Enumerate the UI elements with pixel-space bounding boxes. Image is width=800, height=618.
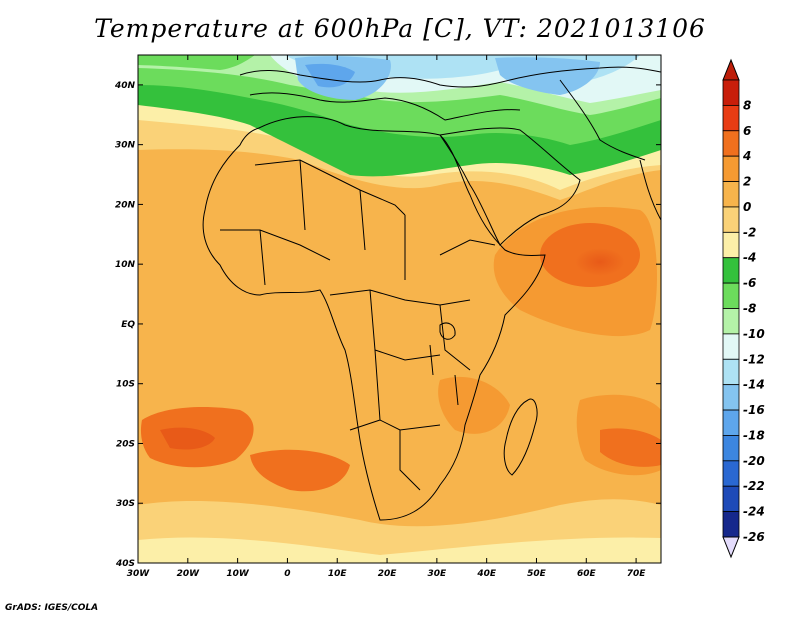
colorbar-label: -18 bbox=[743, 428, 765, 442]
colorbar-segment bbox=[722, 435, 740, 462]
colorbar-segment bbox=[722, 155, 740, 182]
lake-victoria bbox=[439, 322, 456, 340]
lake-malawi bbox=[454, 374, 459, 406]
colorbar-label: -8 bbox=[743, 302, 756, 316]
lat-tick-label: EQ bbox=[121, 320, 135, 330]
lon-tick-label: 0 bbox=[284, 569, 290, 579]
coastlines bbox=[202, 66, 661, 521]
lat-tick-label: 30N bbox=[115, 141, 136, 151]
colorbar-label: -16 bbox=[743, 403, 765, 417]
colorbar-label: -20 bbox=[743, 454, 765, 468]
africa-coastline bbox=[202, 116, 546, 521]
colorbar-segment bbox=[722, 257, 740, 284]
colorbar-label: -24 bbox=[743, 505, 765, 519]
colorbar-label: 4 bbox=[742, 149, 751, 163]
temperature-region-2-southeastafrica bbox=[438, 376, 510, 434]
colorbar-label: -2 bbox=[743, 225, 756, 239]
temperature-region-6-southatlantic bbox=[160, 427, 215, 450]
border-sahara-west bbox=[254, 159, 406, 216]
temperature-region-minus4-south bbox=[138, 537, 661, 563]
lon-tick-label: 40E bbox=[476, 569, 497, 579]
colorbar-segment bbox=[722, 181, 740, 208]
colorbar-label: -4 bbox=[743, 251, 756, 265]
colorbar-label: 0 bbox=[743, 200, 751, 214]
lon-tick-label: 60E bbox=[577, 569, 597, 579]
lon-tick-label: 20E bbox=[378, 569, 398, 579]
lat-tick-label: 10S bbox=[116, 380, 135, 390]
temperature-region-4-southindian bbox=[600, 428, 661, 467]
colorbar-segment bbox=[722, 130, 740, 157]
border-west-africa bbox=[220, 229, 331, 286]
colorbar-segment bbox=[722, 104, 740, 132]
lon-tick-label: 10W bbox=[226, 569, 250, 579]
axis-ticks bbox=[137, 55, 661, 564]
lon-tick-label: 70E bbox=[627, 569, 647, 579]
colorbar-segment bbox=[722, 231, 740, 259]
temperature-region-4-southeast-atlantic bbox=[250, 449, 350, 492]
lon-tick-label: 30W bbox=[127, 569, 151, 579]
lake-tanganyika bbox=[429, 344, 434, 376]
mediterranean-north-coast bbox=[249, 92, 521, 121]
lat-tick-label: 20N bbox=[115, 200, 136, 210]
colorbar-label: 6 bbox=[743, 124, 751, 138]
europe-coastline bbox=[239, 66, 661, 88]
temperature-region-minus8-atlantic bbox=[138, 55, 255, 70]
arabia-coastline bbox=[439, 127, 581, 246]
colorbar-label: 8 bbox=[743, 98, 751, 112]
colorbar-segment bbox=[722, 282, 740, 309]
colorbar-label: -14 bbox=[743, 378, 765, 392]
colorbar-segment bbox=[722, 409, 740, 436]
colorbar-label: -22 bbox=[743, 479, 765, 493]
colorbar-label: -12 bbox=[743, 352, 765, 366]
grads-credit: GrADS: IGES/COLA bbox=[5, 603, 99, 613]
colorbar-segment bbox=[722, 485, 740, 513]
lat-tick-label: 30S bbox=[116, 499, 135, 509]
central-asia-border bbox=[559, 79, 646, 161]
colorbar-segment bbox=[722, 333, 740, 360]
border-east-africa bbox=[439, 239, 496, 371]
colorbar-label: -26 bbox=[743, 530, 765, 544]
colorbar-segment bbox=[722, 384, 740, 411]
colorbar-top-arrow bbox=[722, 58, 740, 81]
india-coastline bbox=[639, 159, 661, 221]
colorbar-segment bbox=[722, 511, 740, 538]
colorbar: 8 6 4 2 0 -2 -4 -6 -8 -10 -12 -14 -16 -18 -20 -22 -24 -26 bbox=[722, 58, 765, 559]
colorbar-label: -10 bbox=[743, 327, 765, 341]
colorbar-bottom-arrow bbox=[722, 536, 740, 559]
temperature-region-minus16-caspian bbox=[495, 57, 600, 95]
map-title: Temperature at 600hPa [C], VT: 202101310… bbox=[94, 14, 706, 43]
colorbar-segment bbox=[722, 358, 740, 386]
lon-tick-label: 20W bbox=[177, 569, 201, 579]
colorbar-segment bbox=[722, 308, 740, 335]
map-frame bbox=[137, 54, 662, 564]
lat-tick-label: 40N bbox=[114, 81, 136, 91]
border-sahara-mid bbox=[299, 159, 406, 280]
colorbar-label: -6 bbox=[743, 276, 756, 290]
colorbar-segment bbox=[722, 460, 740, 487]
axis-labels: 30W 20W 10W 0 10E 20E 30E 40E 50E 60E 70E 40N 30N 20N… bbox=[114, 81, 646, 579]
temperature-field bbox=[138, 55, 661, 563]
colorbar-segment bbox=[722, 79, 740, 106]
lon-tick-label: 30E bbox=[428, 569, 448, 579]
border-central-africa bbox=[329, 289, 471, 361]
temperature-region-6-arabiansea bbox=[575, 248, 625, 276]
colorbar-label: 2 bbox=[743, 175, 751, 189]
lat-tick-label: 40S bbox=[115, 559, 135, 569]
lat-tick-label: 20S bbox=[116, 439, 135, 449]
madagascar-coastline bbox=[503, 398, 538, 476]
lon-tick-label: 10E bbox=[328, 569, 348, 579]
colorbar-segment bbox=[722, 206, 740, 233]
border-southern-africa bbox=[349, 349, 441, 491]
lon-tick-label: 50E bbox=[527, 569, 547, 579]
lat-tick-label: 10N bbox=[115, 260, 136, 270]
